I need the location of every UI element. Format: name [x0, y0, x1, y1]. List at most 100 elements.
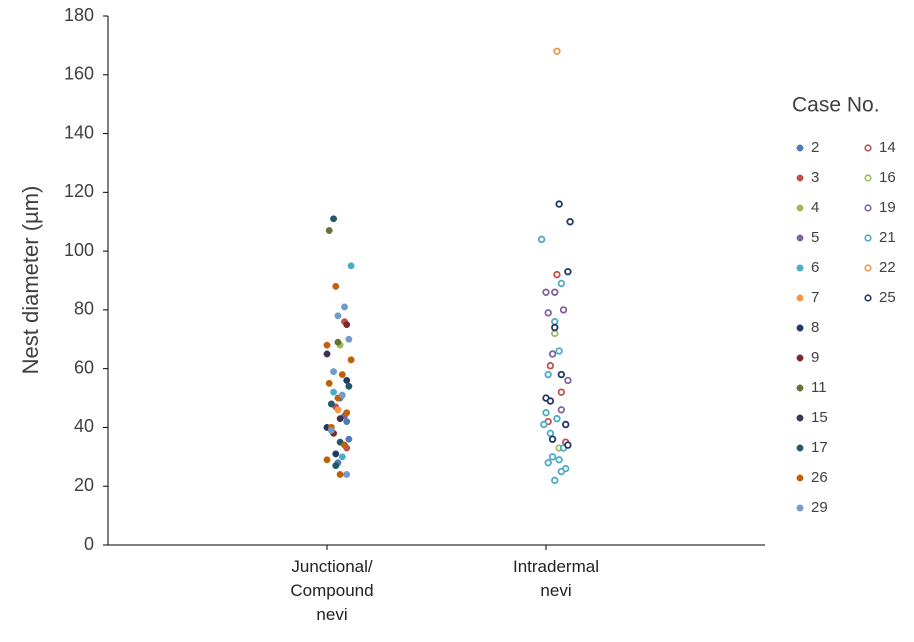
- legend-marker: [796, 354, 804, 362]
- point: [345, 335, 353, 343]
- point: [338, 453, 346, 461]
- point: [546, 397, 555, 405]
- point: [553, 270, 561, 279]
- legend-marker: [796, 414, 804, 422]
- y-tick-label: 120: [64, 181, 94, 201]
- point: [323, 456, 331, 464]
- point: [564, 376, 572, 385]
- x-tick-label: Junctional/ Compound nevi: [290, 557, 374, 624]
- point: [325, 379, 333, 387]
- point: [327, 400, 335, 408]
- legend-marker: [796, 294, 804, 302]
- point: [334, 338, 342, 346]
- y-tick-label: 40: [74, 416, 94, 436]
- point: [551, 323, 559, 332]
- point: [345, 435, 353, 443]
- legend-label: 26: [811, 469, 828, 486]
- point: [347, 356, 355, 364]
- legend-marker: [796, 144, 804, 152]
- point: [334, 406, 342, 414]
- point: [343, 418, 351, 426]
- legend-marker: [864, 174, 872, 182]
- point: [542, 288, 550, 296]
- legend-label: 2: [811, 139, 819, 156]
- point: [343, 321, 351, 329]
- point: [564, 267, 572, 276]
- point: [546, 362, 555, 370]
- point: [551, 288, 559, 296]
- point: [330, 368, 338, 376]
- point: [548, 350, 557, 358]
- point: [555, 456, 563, 464]
- legend-label: 4: [811, 199, 819, 216]
- point: [347, 262, 355, 270]
- legend-marker: [796, 174, 804, 182]
- point: [323, 341, 331, 349]
- point: [553, 414, 561, 423]
- point: [330, 388, 338, 396]
- legend-label: 8: [811, 319, 819, 336]
- legend-marker: [864, 294, 872, 302]
- point: [551, 476, 559, 485]
- point: [540, 420, 548, 429]
- legend-label: 29: [811, 499, 828, 516]
- legend-marker: [796, 504, 804, 512]
- point: [542, 409, 550, 417]
- point: [327, 426, 335, 434]
- y-tick-label: 140: [64, 122, 94, 142]
- point: [332, 462, 340, 470]
- point: [555, 347, 563, 355]
- point: [325, 227, 333, 234]
- point: [551, 317, 559, 326]
- point: [332, 282, 340, 290]
- point: [341, 303, 348, 311]
- point: [548, 435, 557, 443]
- legend-marker: [796, 444, 804, 452]
- point: [345, 382, 353, 390]
- point: [557, 406, 566, 414]
- point: [544, 309, 552, 317]
- y-tick-label: 100: [64, 240, 94, 260]
- y-tick-label: 160: [64, 64, 94, 84]
- legend-marker: [796, 324, 804, 332]
- point: [341, 441, 348, 449]
- legend-label: 6: [811, 259, 819, 276]
- legend-marker: [796, 474, 804, 482]
- point: [553, 47, 561, 55]
- point: [343, 409, 351, 417]
- point: [338, 371, 346, 378]
- point: [338, 391, 346, 399]
- point: [551, 329, 559, 338]
- y-tick-label: 60: [74, 357, 94, 377]
- y-tick-label: 20: [74, 475, 94, 495]
- legend-label: 3: [811, 169, 819, 186]
- legend-label: 19: [879, 199, 896, 216]
- legend-marker: [796, 204, 804, 212]
- legend-label: 11: [811, 379, 827, 396]
- y-tick-label: 80: [74, 299, 94, 319]
- legend-label: 14: [879, 139, 896, 156]
- legend-label: 25: [879, 289, 896, 306]
- point: [544, 370, 552, 379]
- point: [330, 215, 338, 223]
- legend-marker: [796, 264, 804, 272]
- point: [544, 459, 552, 467]
- legend-marker: [864, 204, 872, 212]
- point: [548, 453, 557, 461]
- point: [562, 420, 570, 429]
- point: [557, 370, 566, 379]
- legend-label: 7: [811, 289, 819, 306]
- point: [336, 415, 344, 423]
- legend-label: 15: [811, 409, 828, 426]
- y-axis-label: Nest diameter (µm): [18, 186, 43, 375]
- legend-label: 21: [879, 229, 896, 246]
- legend-title: Case No.: [792, 94, 880, 117]
- point: [343, 376, 351, 384]
- point: [323, 350, 331, 358]
- legend-label: 22: [879, 259, 896, 276]
- point: [546, 429, 555, 438]
- point: [557, 279, 566, 288]
- point: [537, 235, 546, 244]
